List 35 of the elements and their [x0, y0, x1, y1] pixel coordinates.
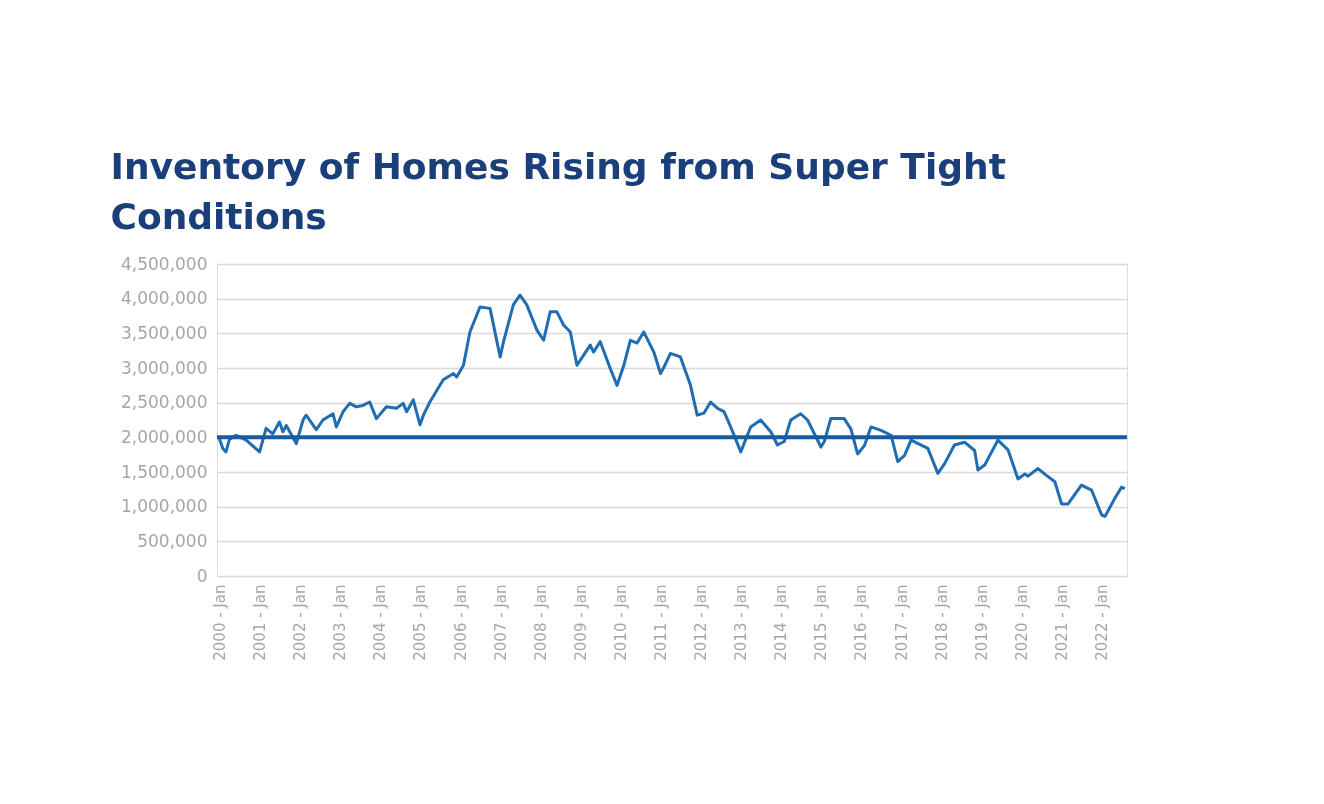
x-tick-label: 2015 - Jan: [812, 584, 831, 661]
x-tick-label: 2009 - Jan: [571, 584, 590, 661]
y-tick-label: 4,000,000: [120, 288, 208, 309]
x-tick-label: 2014 - Jan: [772, 584, 791, 661]
y-tick-label: 1,500,000: [120, 461, 208, 482]
x-tick-label: 2017 - Jan: [892, 584, 911, 661]
x-tick-label: 2002 - Jan: [291, 584, 310, 661]
y-tick-label: 4,500,000: [120, 253, 208, 274]
y-tick-label: 3,500,000: [120, 322, 208, 343]
x-tick-label: 2008 - Jan: [531, 584, 550, 661]
x-tick-label: 2006 - Jan: [451, 584, 470, 661]
y-tick-label: 1,000,000: [120, 496, 208, 517]
x-tick-label: 2011 - Jan: [652, 584, 671, 661]
y-tick-label: 500,000: [137, 530, 208, 551]
x-tick-label: 2003 - Jan: [331, 584, 350, 661]
x-tick-label: 2012 - Jan: [692, 584, 711, 661]
x-tick-label: 2010 - Jan: [611, 584, 630, 661]
x-tick-label: 2013 - Jan: [732, 584, 751, 661]
line-series: [217, 293, 1127, 518]
x-tick-label: 2018 - Jan: [932, 584, 951, 661]
chart-title: Inventory of Homes Rising from Super Tight Conditions: [110, 146, 1006, 237]
x-tick-label: 2022 - Jan: [1093, 584, 1112, 661]
x-tick-label: 2005 - Jan: [411, 584, 430, 661]
x-tick-label: 2019 - Jan: [972, 584, 991, 661]
x-tick-label: 2004 - Jan: [371, 584, 390, 661]
x-tick-label: 2007 - Jan: [491, 584, 510, 661]
y-tick-label: 0: [196, 565, 208, 586]
x-tick-label: 2016 - Jan: [852, 584, 871, 661]
y-tick-label: 2,000,000: [120, 426, 208, 447]
x-tick-label: 2021 - Jan: [1053, 584, 1072, 661]
y-tick-label: 2,500,000: [120, 392, 208, 413]
x-tick-label: 2001 - Jan: [251, 584, 270, 661]
x-tick-label: 2000 - Jan: [210, 584, 229, 661]
x-tick-label: 2020 - Jan: [1012, 584, 1031, 661]
y-tick-label: 3,000,000: [120, 357, 208, 378]
